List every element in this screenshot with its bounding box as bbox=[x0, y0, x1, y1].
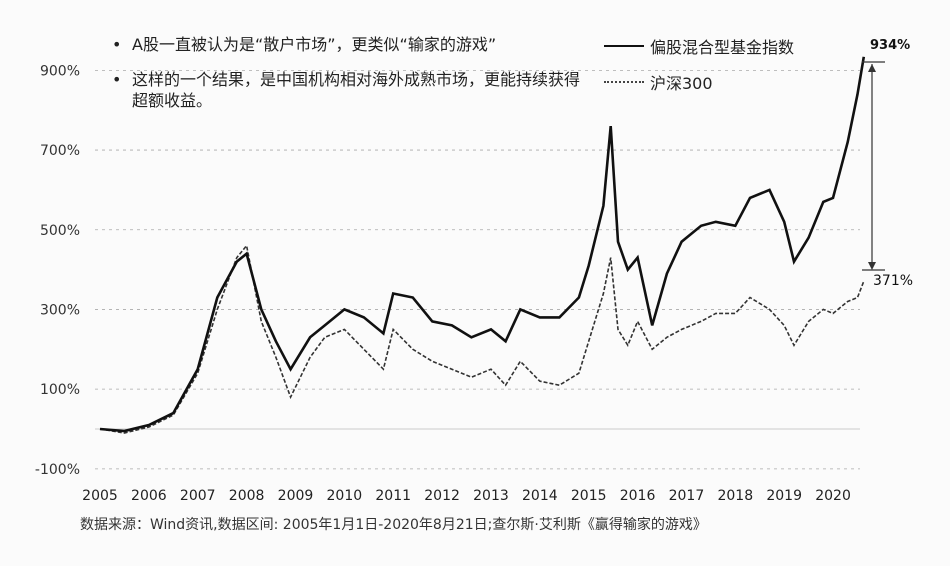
legend-item-fund-index: 偏股混合型基金指数 bbox=[604, 34, 794, 58]
y-tick-label: 300% bbox=[40, 302, 80, 318]
legend-item-hs300: 沪深300 bbox=[604, 70, 794, 94]
note-bullet: A股一直被认为是“散户市场”，更类似“输家的游戏” bbox=[112, 34, 592, 55]
y-tick-label: 900% bbox=[40, 63, 80, 79]
x-tick-label: 2010 bbox=[327, 488, 363, 504]
difference-arrow bbox=[862, 61, 885, 271]
x-tick-label: 2009 bbox=[278, 488, 314, 504]
series-line-fund-index bbox=[99, 56, 866, 433]
y-tick-label: 500% bbox=[40, 223, 80, 239]
x-tick-label: 2020 bbox=[815, 488, 851, 504]
x-tick-label: 2007 bbox=[180, 488, 216, 504]
chart-legend: 偏股混合型基金指数 沪深300 bbox=[604, 34, 794, 106]
x-tick-label: 2018 bbox=[717, 488, 753, 504]
x-tick-label: 2016 bbox=[620, 488, 656, 504]
note-bullet: 这样的一个结果，是中国机构相对海外成熟市场，更能持续获得超额收益。 bbox=[112, 69, 592, 111]
x-tick-label: 2011 bbox=[375, 488, 411, 504]
y-tick-label: 100% bbox=[40, 382, 80, 398]
annotation-371: 371% bbox=[873, 273, 914, 289]
x-tick-label: 2017 bbox=[669, 488, 705, 504]
x-tick-label: 2014 bbox=[522, 488, 558, 504]
legend-label: 偏股混合型基金指数 bbox=[650, 38, 795, 57]
x-tick-label: 2005 bbox=[82, 488, 118, 504]
grid-lines bbox=[95, 69, 860, 470]
dashed-line-swatch bbox=[604, 81, 644, 83]
solid-line-swatch bbox=[604, 45, 644, 47]
x-tick-label: 2008 bbox=[229, 488, 265, 504]
series-line-hs300 bbox=[99, 243, 865, 434]
x-tick-label: 2006 bbox=[131, 488, 167, 504]
notes-box: A股一直被认为是“散户市场”，更类似“输家的游戏” 这样的一个结果，是中国机构相… bbox=[112, 34, 592, 125]
x-axis: 2005 2006 2007 2008 2009 2010 2011 2012 2013 2014… bbox=[82, 488, 851, 504]
legend-label: 沪深300 bbox=[650, 74, 713, 93]
y-tick-label: -100% bbox=[35, 462, 80, 478]
y-axis: -100% 100% 300% 500% 700% 900% bbox=[35, 63, 80, 478]
annotation-934: 934% bbox=[870, 38, 911, 53]
y-tick-label: 700% bbox=[40, 143, 80, 159]
x-tick-label: 2012 bbox=[424, 488, 460, 504]
x-tick-label: 2013 bbox=[473, 488, 509, 504]
x-tick-label: 2019 bbox=[766, 488, 802, 504]
data-source-note: 数据来源：Wind资讯,数据区间: 2005年1月1日-2020年8月21日;查… bbox=[80, 517, 707, 533]
x-tick-label: 2015 bbox=[571, 488, 607, 504]
